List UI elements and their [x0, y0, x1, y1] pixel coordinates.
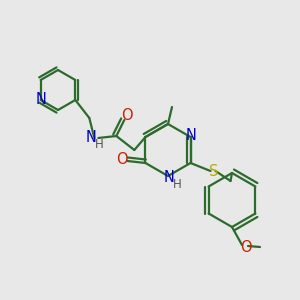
Text: S: S	[209, 164, 218, 179]
Text: N: N	[86, 130, 97, 145]
Text: O: O	[116, 152, 127, 167]
Text: O: O	[122, 107, 133, 122]
Text: H: H	[95, 137, 104, 151]
Text: N: N	[186, 128, 197, 142]
Text: H: H	[172, 178, 182, 191]
Text: N: N	[35, 92, 46, 106]
Text: O: O	[240, 241, 252, 256]
Text: N: N	[164, 169, 174, 184]
